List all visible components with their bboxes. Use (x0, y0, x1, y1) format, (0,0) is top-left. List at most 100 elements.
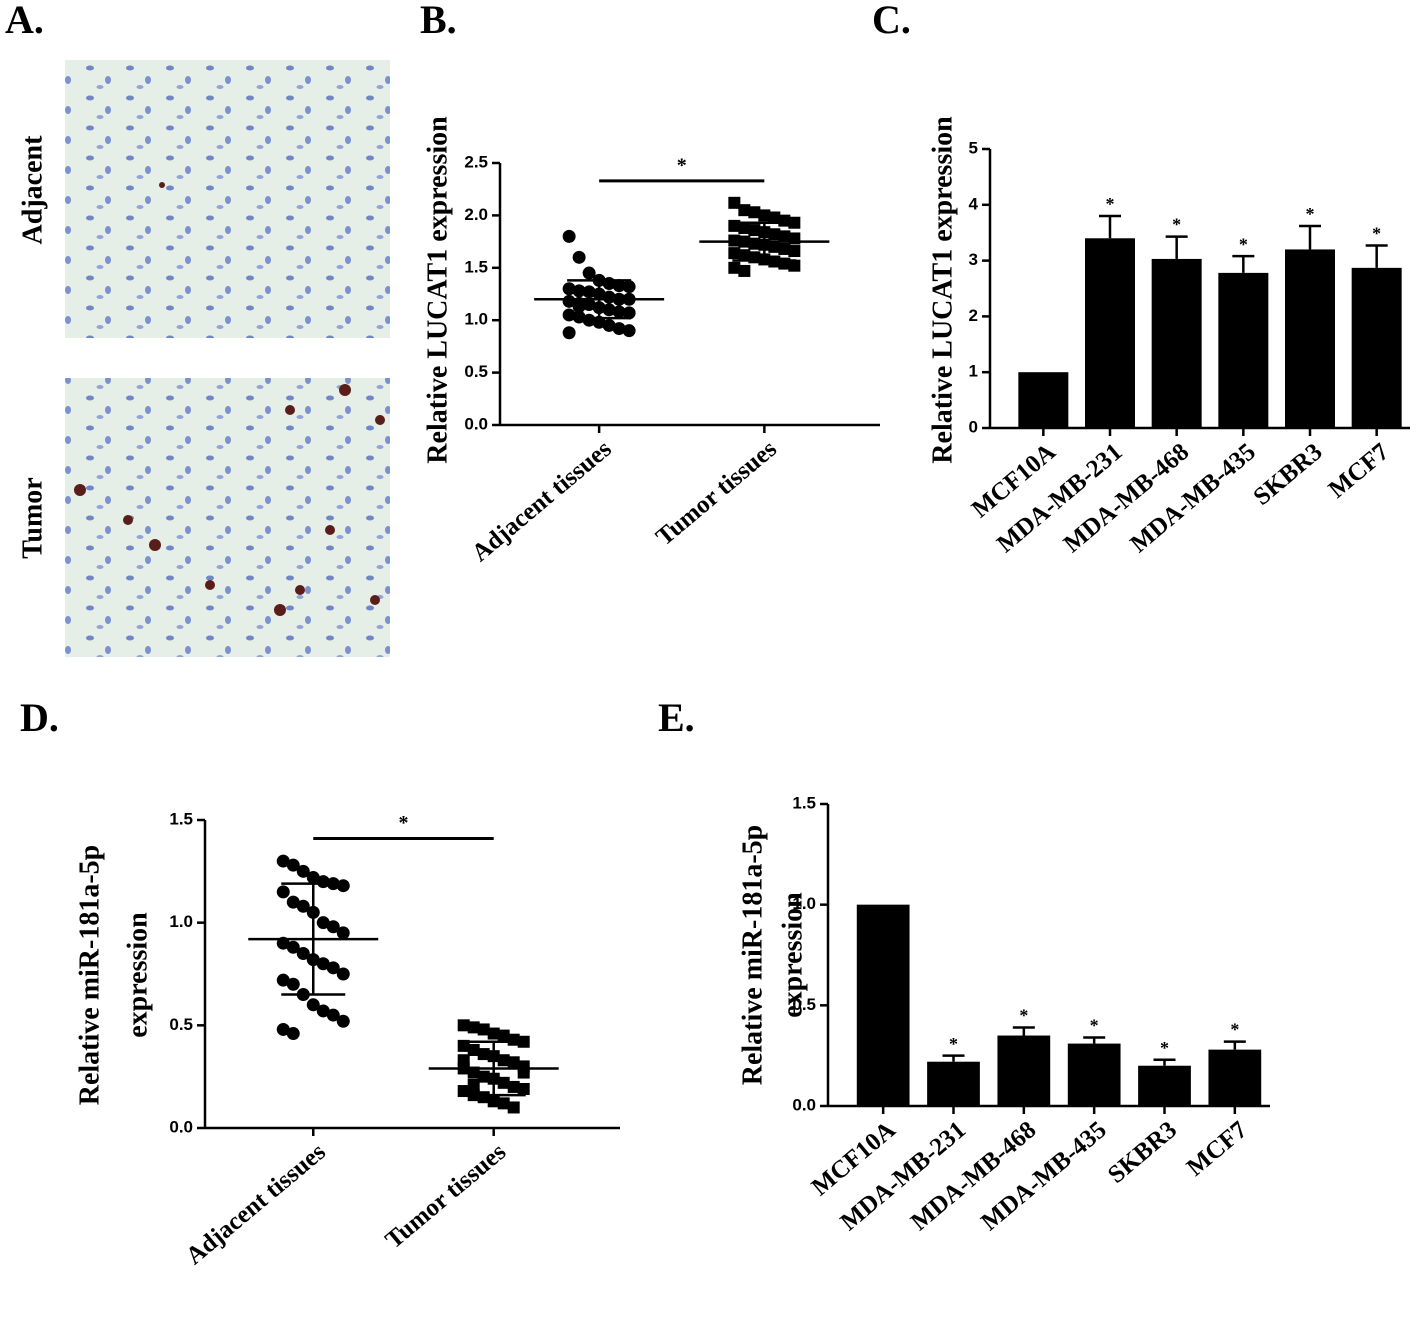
data-point (788, 259, 801, 272)
data-point (768, 240, 781, 253)
y-axis-label: Relative miR-181a-5p (74, 845, 105, 1106)
bar (927, 1061, 980, 1106)
data-point (336, 879, 350, 893)
panel-label: C. (872, 0, 911, 42)
data-point (477, 1070, 490, 1083)
data-point (326, 920, 340, 934)
y-tick-label: 2.0 (464, 205, 488, 224)
x-tick-label: SKBR3 (1248, 438, 1327, 510)
y-axis-label: Relative LUCAT1 expression (422, 116, 453, 464)
data-point (477, 1023, 490, 1036)
data-point (326, 961, 340, 975)
data-point (326, 1008, 340, 1022)
y-tick-label: 2.5 (464, 152, 488, 171)
data-point (582, 266, 596, 280)
bar (1138, 1065, 1191, 1106)
bar (1351, 267, 1402, 428)
data-point (728, 196, 741, 209)
data-point (306, 998, 320, 1012)
data-point (306, 870, 320, 884)
y-tick-label: 3 (969, 250, 978, 269)
significance-label: * (1106, 194, 1115, 214)
data-point (738, 204, 751, 217)
row-label: Tumor (17, 477, 48, 558)
y-tick-label: 0 (969, 417, 978, 436)
significance-label: * (1230, 1020, 1239, 1040)
x-tick-label: Tumor tissues (651, 435, 782, 551)
x-tick-label: MDA-MB-231 (836, 1116, 971, 1236)
y-tick-label: 1 (969, 362, 978, 381)
data-point (582, 297, 596, 311)
y-axis-label: expression (777, 892, 808, 1018)
y-tick-label: 0.0 (464, 414, 488, 433)
data-point (286, 977, 300, 991)
y-tick-label: 1.5 (792, 793, 816, 812)
y-tick-label: 0.5 (169, 1015, 193, 1034)
data-point (286, 895, 300, 909)
bar (997, 1035, 1051, 1106)
data-point (612, 322, 626, 336)
bar (1067, 1043, 1121, 1106)
data-point (517, 1082, 530, 1095)
data-point (477, 1048, 490, 1061)
x-tick-label: MCF7 (1324, 438, 1395, 503)
data-point (336, 926, 350, 940)
data-point (497, 1054, 510, 1067)
y-axis-label: Relative miR-181a-5p (737, 825, 768, 1086)
data-point (562, 229, 576, 243)
y-tick-label: 5 (969, 138, 978, 157)
y-tick-label: 2 (969, 306, 978, 325)
data-point (562, 282, 576, 296)
data-point (336, 1014, 350, 1028)
data-point (728, 247, 741, 260)
stain-spots (74, 182, 385, 616)
data-point (728, 261, 741, 274)
data-point (276, 973, 290, 987)
x-tick-label: MDA-MB-468 (906, 1116, 1041, 1236)
x-tick-label: Tumor tissues (381, 1138, 512, 1254)
data-point (296, 946, 310, 960)
data-point (286, 858, 300, 872)
data-point (286, 1027, 300, 1041)
panel-label: D. (20, 695, 59, 740)
bar (1085, 238, 1135, 428)
panel-label: B. (420, 0, 457, 42)
significance-label: * (1090, 1016, 1099, 1036)
data-point (316, 916, 330, 930)
bar (1018, 372, 1069, 428)
data-point (457, 1054, 470, 1067)
data-point (612, 279, 626, 293)
data-point (316, 957, 330, 971)
data-point (562, 326, 576, 340)
significance-label: * (677, 154, 687, 176)
data-point (276, 1022, 290, 1036)
x-tick-label: Adjacent tissues (467, 435, 617, 567)
data-point (467, 1021, 480, 1034)
data-point (788, 245, 801, 258)
y-tick-label: 1.0 (169, 912, 193, 931)
data-point (296, 899, 310, 913)
x-tick-label: MDA-MB-435 (976, 1116, 1111, 1236)
y-tick-label: 0.5 (792, 995, 816, 1014)
data-point (507, 1101, 520, 1114)
data-point (457, 1019, 470, 1032)
x-tick-label: Adjacent tissues (181, 1138, 331, 1270)
data-point (738, 221, 751, 234)
data-point (467, 1043, 480, 1056)
significance-label: * (1372, 224, 1381, 244)
y-tick-label: 1.5 (169, 809, 193, 828)
data-point (778, 230, 791, 243)
panel-label: E. (658, 695, 695, 740)
data-point (336, 967, 350, 981)
data-point (622, 324, 636, 338)
y-tick-label: 1.5 (464, 257, 488, 276)
panel-label: A. (5, 0, 44, 42)
bar (1218, 272, 1269, 428)
data-point (612, 305, 626, 319)
y-tick-label: 1.0 (792, 894, 816, 913)
x-tick-label: MCF7 (1182, 1116, 1253, 1181)
data-point (768, 211, 781, 224)
y-tick-label: 4 (969, 194, 979, 213)
significance-label: * (949, 1034, 958, 1054)
